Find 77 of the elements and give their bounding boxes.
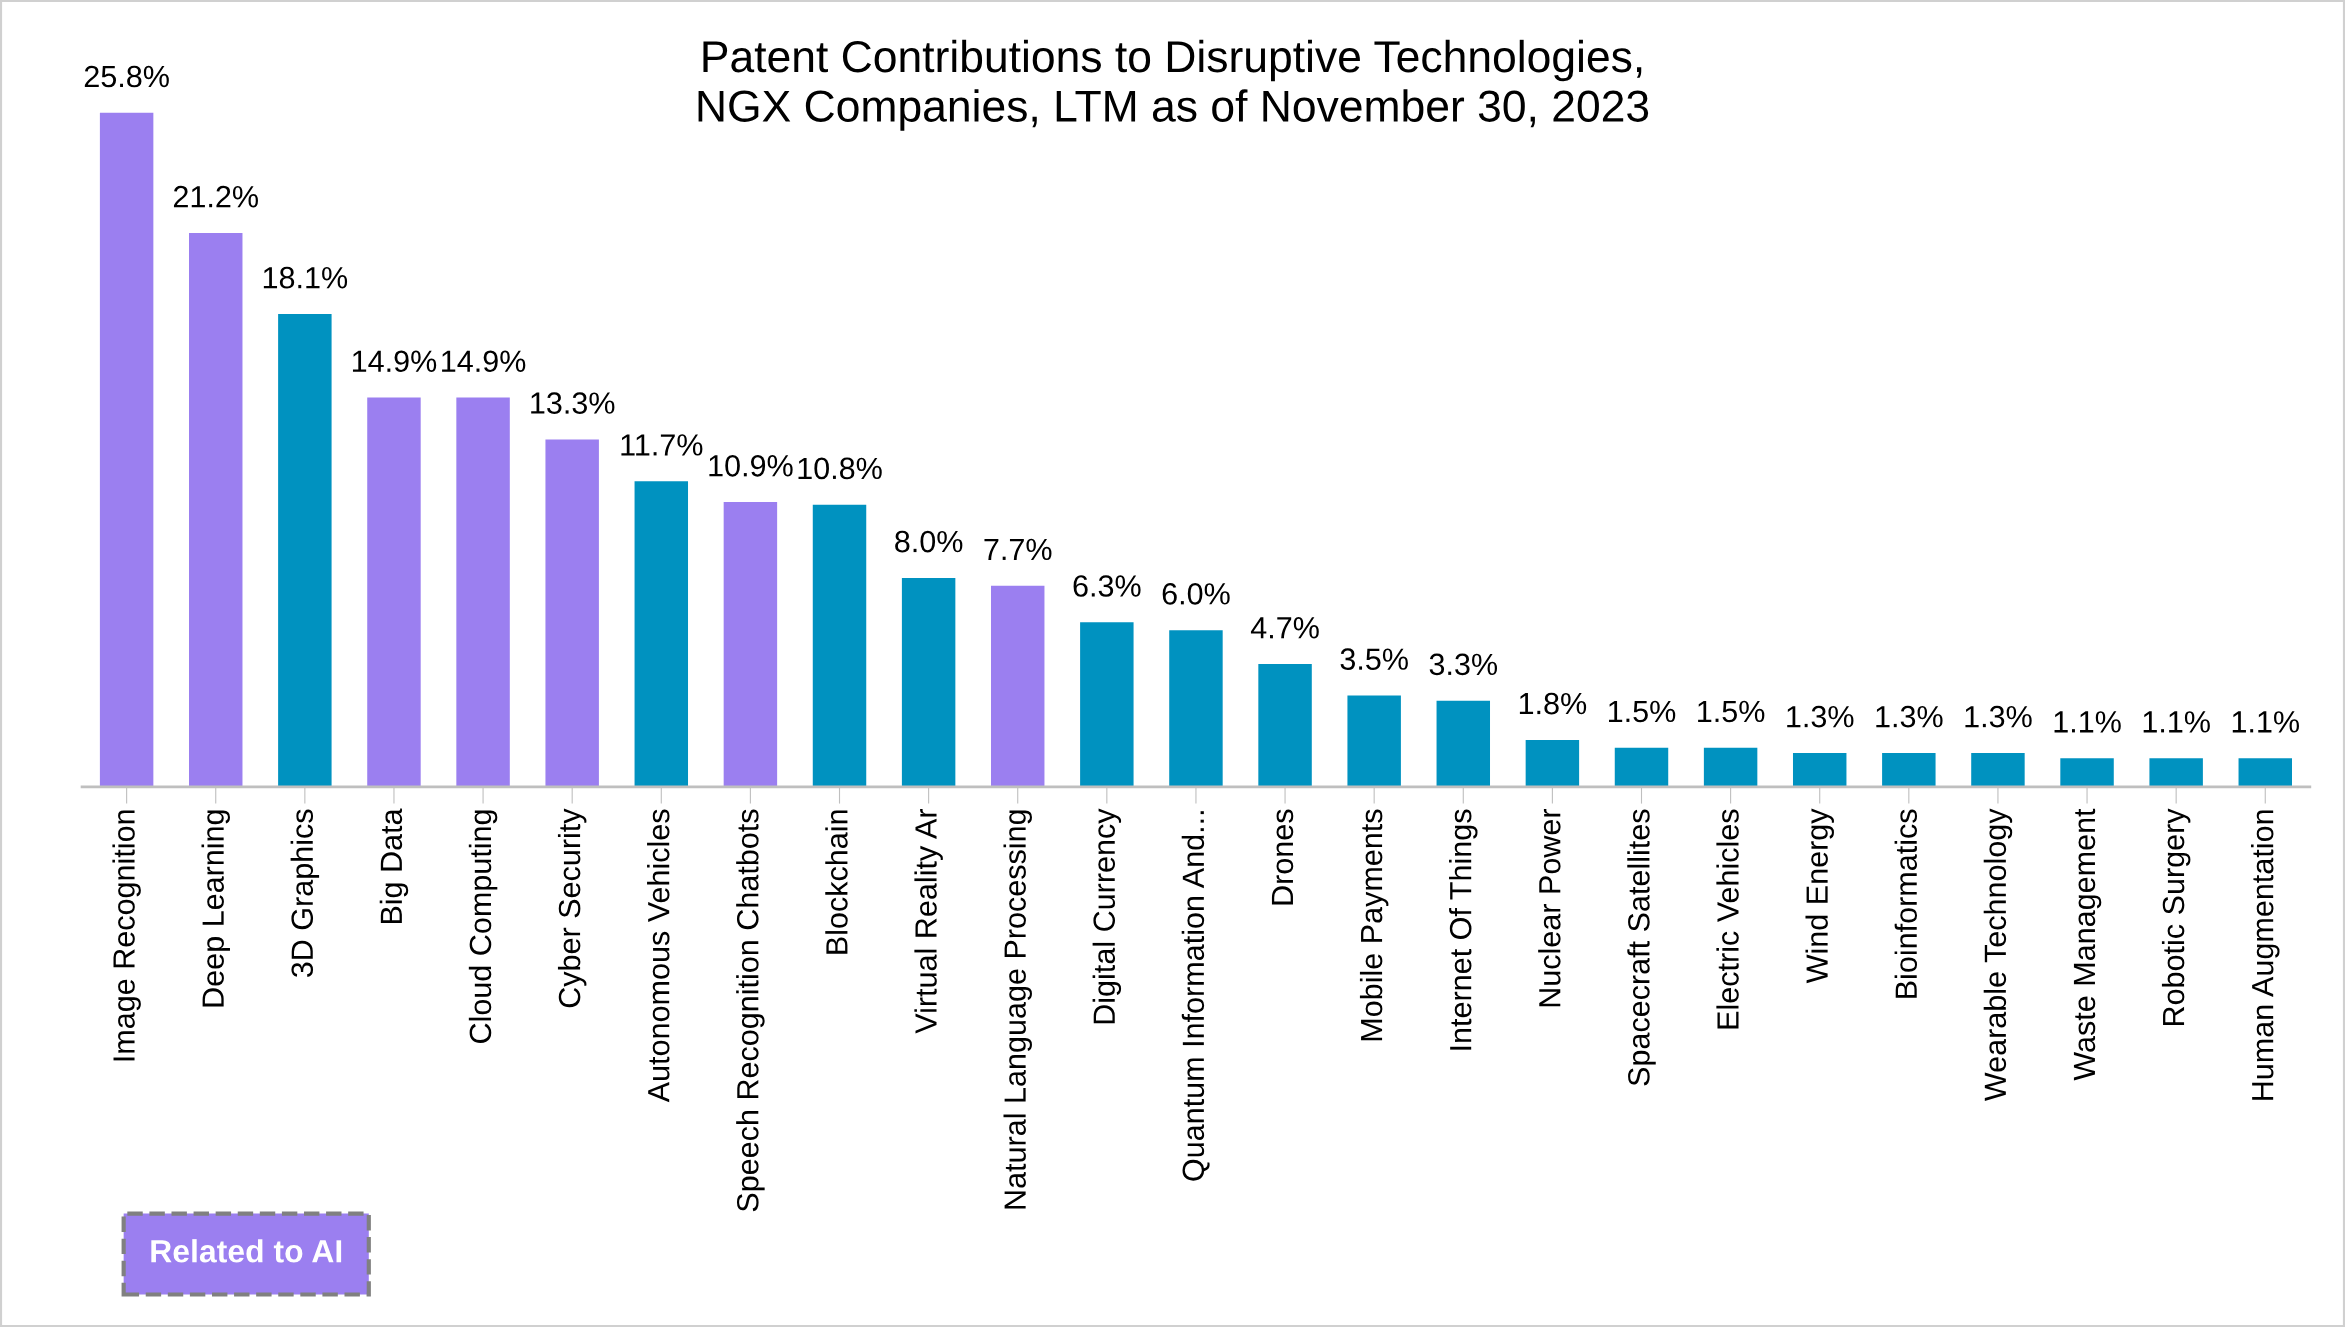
x-tick-label: Deep Learning (201, 810, 230, 1007)
bar (2238, 758, 2292, 787)
data-label: 3.5% (1340, 648, 1408, 670)
data-label: 4.7% (1250, 617, 1319, 639)
x-tick-label: Blockchain (825, 810, 848, 954)
bar (456, 397, 510, 787)
bar (367, 397, 421, 787)
x-tick-label: Virtual Reality Ar (914, 808, 943, 1034)
bar (634, 481, 689, 787)
data-label: 14.9% (352, 350, 437, 373)
x-tick-label: Robotic Surgery (2161, 808, 2191, 1025)
data-label: 1.1% (2054, 711, 2121, 733)
bar (1525, 739, 1580, 787)
bar (278, 313, 332, 787)
data-label: 6.3% (1073, 575, 1141, 597)
bar (723, 502, 778, 787)
x-tick-label: Quantum Information And... (1181, 811, 1210, 1181)
bar (812, 504, 867, 787)
x-tick-label: Natural Language Processing (1003, 810, 1032, 1209)
x-tick-label: Spacecraft Satellites (1627, 809, 1656, 1086)
bar (1080, 622, 1134, 787)
data-label: 1.3% (1965, 705, 2032, 728)
x-tick-label: Digital Currency (1092, 808, 1122, 1024)
bar (901, 577, 956, 787)
x-tick-label: Image Recognition (112, 810, 141, 1061)
data-label: 25.8% (84, 65, 169, 88)
x-tick-label: Electric Vehicles (1716, 809, 1739, 1029)
data-label: 18.1% (263, 266, 348, 289)
x-tick-label: Autonomous Vehicles (647, 809, 670, 1103)
data-label: 13.3% (531, 392, 615, 414)
bar (2060, 758, 2114, 787)
data-label: 1.5% (1609, 700, 1676, 723)
bar (1436, 700, 1491, 787)
x-tick-label: Nuclear Power (1538, 808, 1561, 1007)
x-tick-label: Internet Of Things (1449, 809, 1478, 1050)
x-tick-label: Waste Management (2073, 808, 2102, 1081)
data-label: 10.8% (798, 457, 882, 480)
bar (1169, 630, 1223, 787)
x-tick-label: 3D Graphics (290, 809, 320, 978)
bar (991, 585, 1045, 787)
bar (1882, 752, 1936, 787)
data-label: 1.1% (2232, 711, 2300, 733)
bar (99, 112, 154, 787)
bar (1614, 747, 1669, 787)
bar (2149, 758, 2203, 787)
x-tick-label: Wearable Technology (1983, 808, 2013, 1102)
bar (1971, 752, 2025, 787)
data-label: 1.1% (2143, 711, 2210, 733)
data-label: 7.7% (984, 538, 1052, 561)
data-label: 3.3% (1429, 653, 1498, 676)
x-tick-label: Mobile Payments (1359, 809, 1389, 1041)
x-tick-label: Speech Recognition Chatbots (736, 809, 765, 1212)
bar (545, 439, 599, 787)
data-label: 11.7% (621, 434, 703, 456)
x-tick-label: Bioinformatics (1894, 809, 1918, 998)
data-label: 1.3% (1876, 705, 1943, 728)
data-label: 1.8% (1519, 692, 1587, 715)
x-tick-label: Cyber Security (557, 808, 587, 1008)
x-tick-label: Cloud Computing (468, 810, 498, 1043)
chart-title: Patent Contributions to Disruptive Technologies, NGX Companies, LTM as of November 30, 2023 (698, 39, 1649, 131)
data-label: 1.3% (1787, 705, 1854, 728)
bar (1258, 664, 1312, 787)
x-tick-label: Drones (1271, 809, 1294, 905)
text: Related to AI (151, 1239, 342, 1263)
bar (1347, 695, 1401, 787)
data-label: 8.0% (895, 530, 963, 553)
data-label: 14.9% (442, 350, 526, 373)
bar (189, 232, 243, 787)
x-tick-label: Human Augmentation (2251, 810, 2280, 1100)
data-label: 10.9% (709, 454, 793, 477)
bar (1792, 752, 1847, 787)
data-label: 21.2% (173, 185, 258, 208)
bar (1703, 747, 1758, 787)
data-label: 6.0% (1162, 583, 1230, 605)
data-label: 1.5% (1698, 700, 1765, 723)
x-tick-label: Wind Energy (1805, 808, 1834, 984)
x-tick-label: Big Data (379, 808, 409, 924)
